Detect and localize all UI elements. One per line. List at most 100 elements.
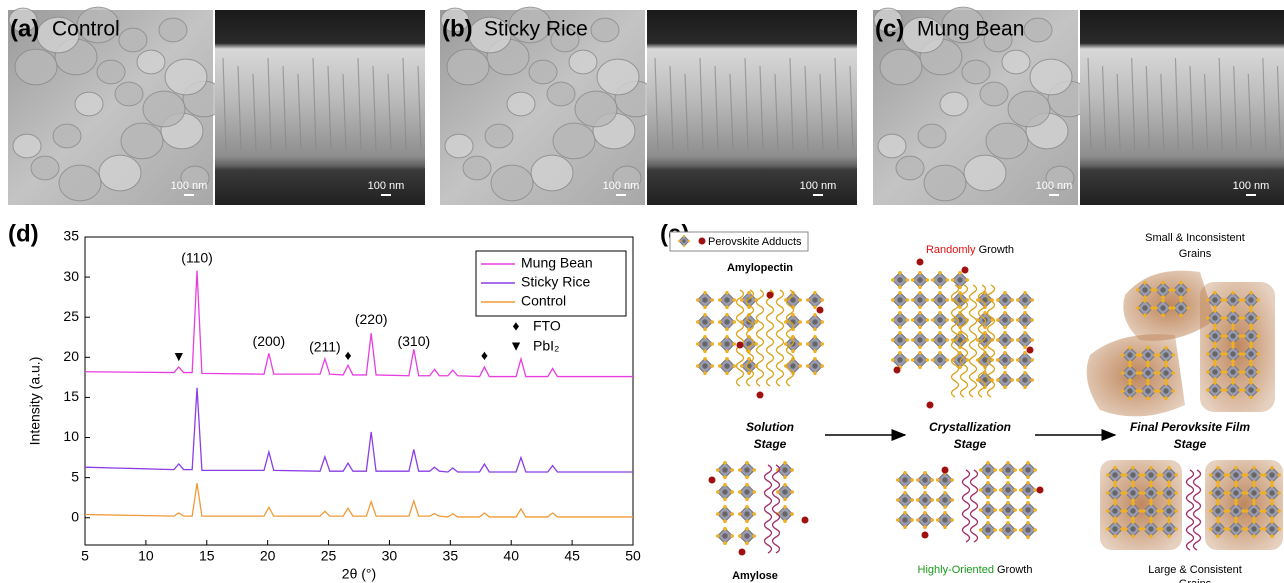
grain [506, 91, 536, 117]
adduct-core [1230, 369, 1236, 375]
grain [484, 123, 514, 149]
column [849, 65, 854, 151]
adduct-atom [1172, 288, 1176, 292]
growth-label: Highly-Oriented Growth [918, 564, 1033, 576]
adduct-atom [931, 338, 935, 342]
ion [1036, 486, 1044, 494]
adduct-atom [891, 318, 895, 322]
grain [979, 81, 1009, 107]
adduct-atom [791, 313, 795, 317]
adduct-core [1005, 487, 1011, 493]
adduct-atom [732, 364, 736, 368]
grain [528, 59, 558, 85]
adduct-atom [716, 468, 720, 472]
adduct-atom [1216, 516, 1220, 520]
adduct-core [722, 467, 728, 473]
adduct-atom [1023, 351, 1027, 355]
schematic: (e)Perovskite AdductsAmylopectinAmyloseS… [660, 220, 1283, 583]
adduct-atom [710, 364, 714, 368]
adduct-atom [1026, 495, 1030, 500]
adduct-atom [783, 505, 787, 509]
adduct-atom [1113, 534, 1117, 538]
adduct-atom [1006, 535, 1010, 539]
peak-annotation: ♦ [344, 347, 351, 363]
adduct-atom [820, 320, 824, 324]
adduct-atom [965, 278, 969, 282]
adduct-atom [996, 318, 1000, 322]
adduct-atom [918, 365, 922, 370]
adduct-atom [931, 278, 935, 282]
adduct-core [1230, 333, 1236, 339]
adduct-atom [696, 320, 700, 324]
adduct-core [702, 297, 708, 303]
adduct-atom [813, 349, 817, 354]
adduct-atom [732, 342, 736, 346]
adduct-atom [1113, 480, 1117, 485]
adduct-atom [1245, 509, 1249, 513]
x-tick-label: 15 [199, 548, 215, 564]
adduct-atom [710, 298, 714, 302]
adduct-atom [1252, 480, 1256, 485]
adduct-atom [784, 342, 788, 346]
adduct-atom [725, 327, 729, 332]
adduct-atom [905, 338, 909, 342]
adduct-atom [1138, 509, 1142, 513]
adduct-atom [1270, 498, 1274, 503]
grain [118, 27, 148, 53]
adduct-atom [1171, 353, 1175, 357]
adduct-atom [1006, 501, 1010, 505]
adduct-core [1130, 472, 1136, 478]
adduct-atom [1156, 509, 1160, 513]
adduct-core [1025, 507, 1031, 513]
adduct-atom [1174, 473, 1178, 477]
adduct-atom [716, 512, 720, 516]
adduct-atom [1179, 281, 1183, 285]
adduct-atom [996, 358, 1000, 362]
stage-label: Final Perovksite Film [1130, 420, 1250, 434]
adduct-atom [723, 519, 727, 523]
adduct-atom [1213, 323, 1217, 328]
adduct-atom [1156, 527, 1160, 531]
adduct-atom [1161, 295, 1165, 300]
adduct-atom [1003, 331, 1007, 335]
adduct-atom [738, 468, 742, 472]
adduct-atom [1231, 341, 1235, 346]
adduct-atom [925, 338, 929, 342]
adduct-core [902, 517, 908, 523]
adduct-core [1163, 370, 1169, 376]
adduct-atom [898, 291, 902, 295]
adduct-atom [1131, 466, 1135, 470]
grain [901, 16, 945, 54]
grain [550, 27, 580, 53]
adduct-atom [806, 342, 810, 346]
adduct-atom [1016, 338, 1020, 342]
adduct-atom [752, 534, 756, 538]
adduct-core [1142, 305, 1148, 311]
x-tick-label: 40 [503, 548, 519, 564]
adduct-atom [911, 318, 915, 322]
adduct-atom [696, 364, 700, 368]
adduct-atom [1106, 509, 1110, 513]
adduct-atom [1154, 306, 1158, 310]
adduct-core [1248, 387, 1254, 393]
adduct-core [702, 319, 708, 325]
adduct-atom [1227, 509, 1231, 513]
column [1116, 73, 1121, 151]
adduct-atom [740, 298, 744, 302]
adduct-atom [1238, 316, 1242, 320]
adduct-atom [1242, 334, 1246, 338]
adduct-core [1215, 472, 1221, 478]
adduct-core [1251, 508, 1257, 514]
adduct-atom [1256, 334, 1260, 338]
column [372, 65, 377, 151]
adduct-atom [1224, 388, 1228, 392]
adduct-atom [1131, 516, 1135, 520]
adduct-atom [1003, 291, 1007, 295]
adduct-atom [1231, 327, 1235, 331]
column [1262, 57, 1267, 151]
adduct-atom [1168, 306, 1172, 310]
scale-label: 100 nm [800, 180, 837, 192]
adduct-atom [925, 278, 929, 282]
adduct-atom [986, 481, 990, 485]
adduct-atom [745, 497, 749, 502]
